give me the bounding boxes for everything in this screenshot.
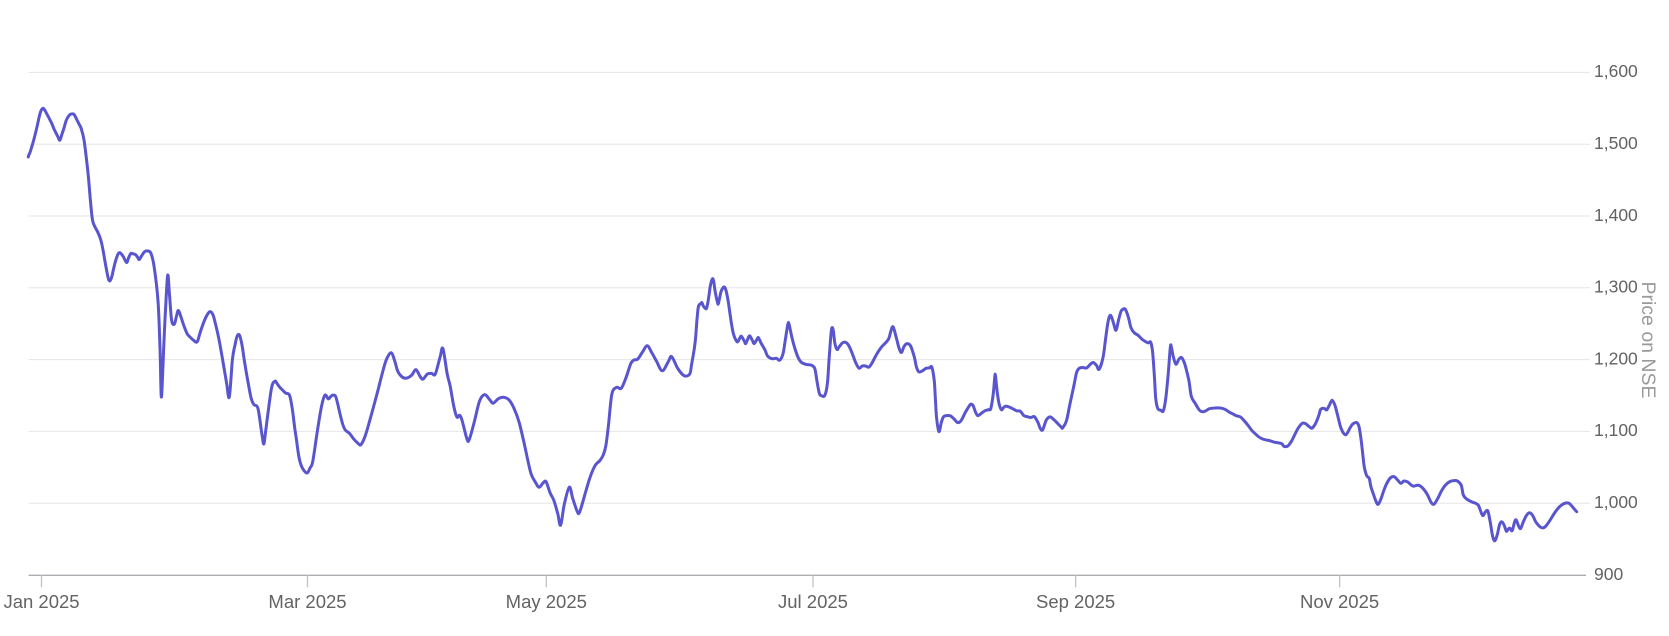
svg-text:1,200: 1,200: [1594, 348, 1638, 368]
svg-text:Price on NSE: Price on NSE: [1637, 281, 1659, 398]
svg-text:1,500: 1,500: [1594, 133, 1638, 153]
svg-text:Mar 2025: Mar 2025: [268, 591, 346, 612]
svg-text:1,000: 1,000: [1594, 492, 1638, 512]
svg-text:1,100: 1,100: [1594, 420, 1638, 440]
svg-text:Jul 2025: Jul 2025: [778, 591, 848, 612]
svg-text:Sep 2025: Sep 2025: [1036, 591, 1115, 612]
svg-text:Jan 2025: Jan 2025: [3, 591, 79, 612]
svg-text:1,400: 1,400: [1594, 205, 1638, 225]
svg-text:Nov 2025: Nov 2025: [1300, 591, 1379, 612]
svg-text:May 2025: May 2025: [506, 591, 587, 612]
svg-text:900: 900: [1594, 564, 1623, 584]
svg-text:1,300: 1,300: [1594, 277, 1638, 297]
svg-text:1,600: 1,600: [1594, 61, 1638, 81]
